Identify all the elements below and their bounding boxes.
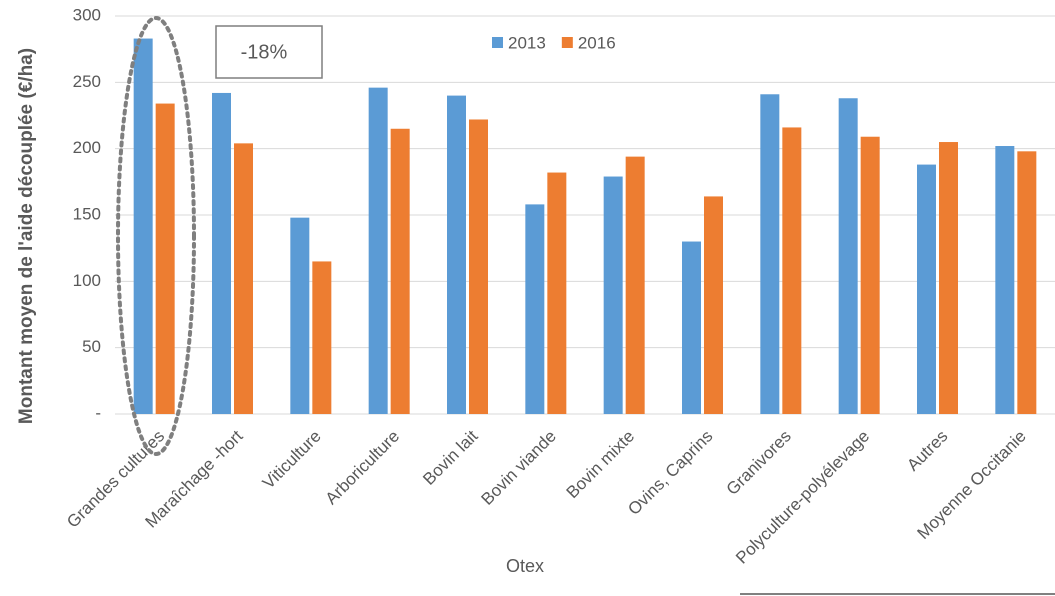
y-tick-label: 50 xyxy=(82,337,101,356)
bar xyxy=(1017,151,1037,414)
x-tick-label: Bovin mixte xyxy=(563,427,639,503)
bar xyxy=(155,103,175,414)
highlight-ellipse xyxy=(116,16,196,456)
bar xyxy=(234,143,253,415)
bar xyxy=(995,146,1015,414)
annotation-box xyxy=(215,25,323,79)
bar xyxy=(525,204,545,414)
x-axis-label: Otex xyxy=(506,556,544,576)
bar xyxy=(390,128,410,414)
bar xyxy=(704,196,723,414)
bar xyxy=(133,38,153,414)
bar xyxy=(368,87,388,414)
legend-label: 2013 xyxy=(508,33,546,52)
x-tick-label: Bovin lait xyxy=(419,426,481,488)
bar xyxy=(860,136,880,414)
y-tick-label: 100 xyxy=(73,271,101,290)
bar xyxy=(312,261,332,414)
bar xyxy=(682,241,701,414)
bar xyxy=(603,176,623,414)
y-tick-label: 250 xyxy=(73,72,101,91)
y-axis-label: Montant moyen de l'aide découplée (€/ha) xyxy=(16,48,37,424)
x-tick-label: Bovin viande xyxy=(478,427,560,509)
bar xyxy=(290,217,310,414)
x-tick-label: Arboriculture xyxy=(322,427,404,509)
y-tick-label: 300 xyxy=(73,5,101,24)
x-tick-label: Ovins, Caprins xyxy=(624,427,716,519)
bar xyxy=(469,119,488,414)
x-tick-label: Autres xyxy=(903,427,951,475)
legend-label: 2016 xyxy=(578,33,616,52)
legend-swatch xyxy=(492,37,503,48)
bar xyxy=(939,142,958,415)
x-tick-label: Polyculture-polyélevage xyxy=(732,427,873,568)
y-tick-label: 200 xyxy=(73,138,101,157)
bar xyxy=(838,98,858,415)
bar xyxy=(212,92,231,415)
bar xyxy=(447,95,466,414)
bar xyxy=(760,94,780,415)
bar xyxy=(547,172,567,414)
legend-swatch xyxy=(561,37,573,48)
bar xyxy=(782,127,802,414)
bar xyxy=(625,156,645,415)
bar xyxy=(917,164,936,414)
x-tick-label: Granivores xyxy=(723,427,795,499)
y-tick-label: 150 xyxy=(73,204,101,223)
annotation: -18% xyxy=(241,41,288,63)
y-tick-label: - xyxy=(95,403,101,422)
x-tick-label: Viticulture xyxy=(259,427,325,493)
